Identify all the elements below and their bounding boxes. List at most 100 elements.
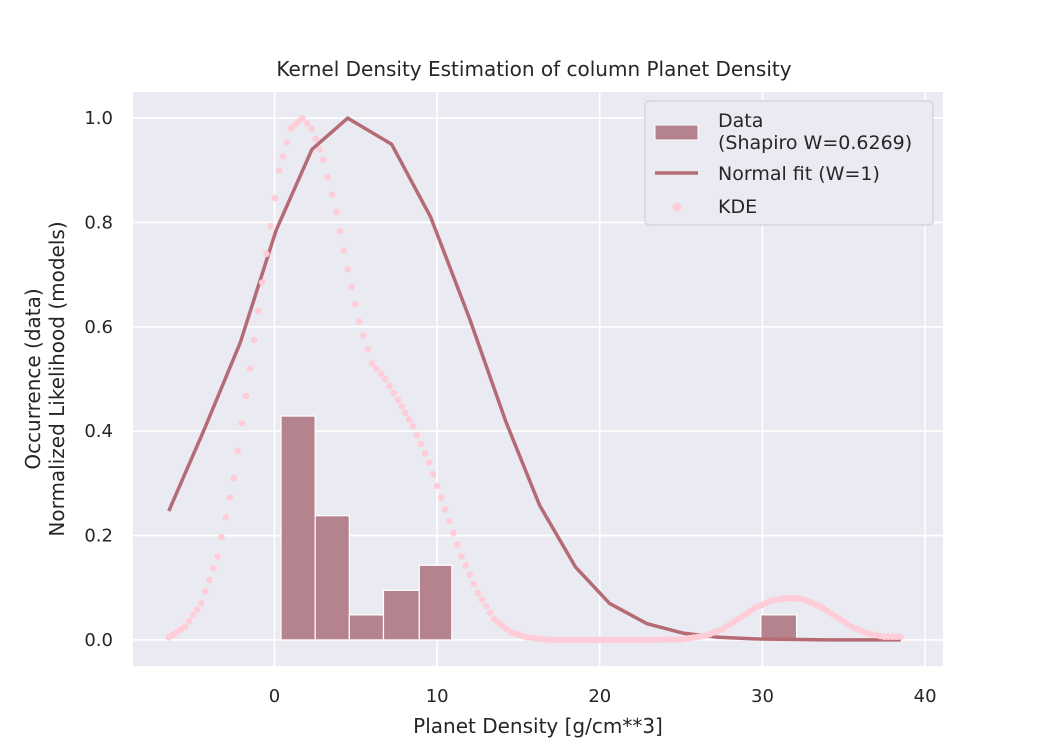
kde-point-13	[218, 533, 225, 541]
x-tick-label-2: 20	[588, 686, 611, 707]
kde-point-44	[344, 266, 352, 273]
kde-point-29	[283, 139, 291, 146]
kde-point-61	[413, 431, 421, 439]
kde-point-20	[246, 365, 254, 372]
kde-point-58	[402, 409, 409, 417]
kde-point-19	[242, 392, 250, 400]
kde-point-74	[466, 571, 474, 578]
kde-point-49	[364, 346, 372, 353]
y-axis-label-line-1: Occurrence (data)	[21, 288, 45, 469]
kde-point-60	[409, 422, 417, 430]
legend-label-normal-fit: Normal fit (W=1)	[718, 163, 880, 185]
kde-point-18	[238, 420, 246, 427]
kde-point-65	[429, 470, 437, 478]
kde-point-23	[259, 279, 266, 286]
kde-point-4	[181, 623, 189, 631]
legend-box	[644, 100, 934, 226]
kde-point-73	[462, 562, 469, 569]
histogram-bars	[280, 415, 798, 641]
kde-point-59	[405, 416, 413, 423]
legend-label-data-line-2: (Shapiro W=0.6269)	[718, 132, 912, 154]
kde-point-5	[185, 617, 193, 625]
y-tick-label-5: 1.0	[84, 108, 113, 129]
tick-labels: 0 10 20 30 40 0.0 0.2 0.4 0.6 0.8 1.0	[84, 108, 936, 707]
kde-point-12	[214, 553, 221, 560]
kde-point-52	[377, 370, 385, 378]
kde-point-28	[279, 153, 287, 160]
histogram-bar-4	[418, 564, 453, 641]
kde-point-35	[308, 125, 316, 132]
x-tick-label-1: 10	[426, 686, 449, 707]
kde-point-69	[446, 517, 453, 525]
kde-point-25	[267, 222, 275, 230]
y-axis-label-line-2: Normalized Likelihood (models)	[45, 221, 69, 536]
normal-fit-polyline	[167, 116, 901, 642]
kde-point-62	[417, 440, 425, 448]
kde-points	[165, 114, 904, 644]
kde-point-17	[234, 447, 242, 455]
legend: Data (Shapiro W=0.6269) Normal fit (W=1)…	[644, 100, 934, 226]
kde-point-64	[425, 459, 433, 466]
kde-point-11	[210, 564, 217, 572]
legend-swatch-data	[654, 124, 699, 141]
kde-point-36	[312, 135, 320, 143]
kde-point-56	[394, 396, 402, 404]
kde-point-8	[198, 600, 205, 607]
kde-point-76	[474, 589, 482, 597]
kde-point-68	[442, 506, 449, 513]
kde-point-38	[320, 156, 327, 164]
kde-point-42	[336, 227, 344, 235]
histogram-bar-2	[348, 614, 385, 641]
kde-point-51	[373, 365, 380, 372]
kde-point-71	[454, 541, 461, 548]
histogram-bar-3	[382, 589, 420, 641]
kde-point-180	[897, 633, 904, 641]
kde-point-34	[303, 120, 311, 127]
kde-point-43	[340, 247, 348, 254]
kde-point-16	[230, 474, 238, 482]
x-tick-label-3: 30	[751, 686, 774, 707]
kde-point-48	[360, 332, 367, 339]
kde-point-41	[333, 208, 340, 216]
kde-point-79	[486, 609, 494, 616]
kde-point-7	[193, 606, 201, 613]
kde-point-57	[398, 403, 406, 410]
kde-point-66	[433, 482, 441, 490]
kde-point-72	[458, 553, 465, 560]
kde-point-26	[271, 194, 279, 202]
y-tick-label-3: 0.6	[84, 317, 113, 338]
kde-point-50	[368, 360, 376, 367]
kde-point-21	[250, 336, 258, 344]
legend-label-data-line-1: Data	[718, 110, 763, 132]
normal-fit-line	[167, 116, 901, 642]
kde-point-10	[206, 576, 213, 584]
kde-point-39	[324, 173, 331, 181]
x-tick-label-0: 0	[269, 686, 280, 707]
kde-point-9	[202, 588, 209, 595]
histogram-bar-5	[760, 614, 798, 641]
chart-title: Kernel Density Estimation of column Plan…	[276, 57, 791, 81]
kde-point-14	[222, 514, 229, 521]
x-tick-label-4: 40	[914, 686, 937, 707]
kde-point-75	[470, 580, 478, 588]
x-axis-label: Planet Density [g/cm**3]	[413, 714, 663, 738]
kde-point-77	[478, 596, 486, 603]
kde-point-47	[355, 318, 363, 325]
kde-point-27	[276, 167, 283, 174]
kde-point-15	[226, 494, 234, 502]
y-tick-label-4: 0.8	[84, 212, 113, 233]
kde-point-63	[421, 450, 429, 457]
kde-point-40	[328, 191, 336, 198]
legend-label-kde: KDE	[718, 196, 757, 218]
y-tick-label-2: 0.4	[84, 421, 113, 442]
kde-point-53	[381, 375, 389, 383]
legend-swatch-kde	[672, 202, 682, 212]
kde-point-22	[254, 307, 262, 315]
kde-point-45	[348, 283, 355, 291]
kde-point-78	[482, 602, 490, 610]
histogram-bar-0	[280, 415, 316, 641]
kde-point-54	[386, 382, 393, 390]
y-tick-label-0: 0.0	[84, 630, 113, 651]
kde-point-70	[450, 529, 457, 537]
